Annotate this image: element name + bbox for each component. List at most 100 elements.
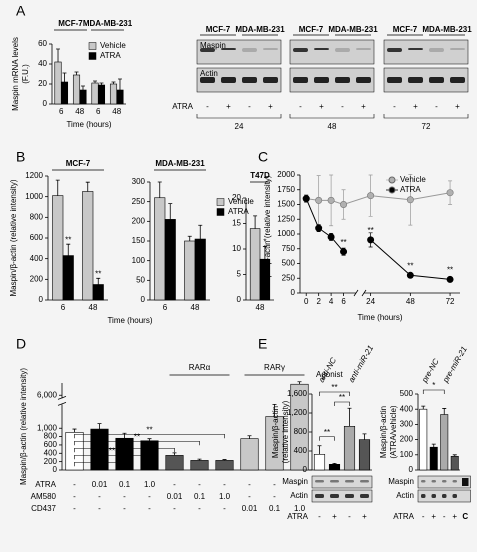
significance: ** bbox=[109, 446, 115, 455]
x-tick-label: 24 bbox=[366, 297, 375, 306]
blot-row-label: Maspin bbox=[282, 477, 308, 486]
time-bracket bbox=[196, 114, 282, 119]
y-tick-label: 150 bbox=[132, 236, 146, 245]
time-bracket bbox=[289, 114, 375, 119]
blot-band bbox=[200, 77, 215, 83]
panel-label: B bbox=[16, 149, 25, 165]
y-tick-label: 1000 bbox=[25, 192, 43, 201]
dose-label: - bbox=[73, 504, 76, 513]
significance: ** bbox=[447, 266, 453, 275]
blot-band bbox=[429, 48, 444, 52]
row-label: CD437 bbox=[31, 504, 56, 513]
x-tick-label: 6 bbox=[59, 107, 64, 116]
y-tick-label: 1250 bbox=[277, 214, 295, 223]
blot-band bbox=[421, 494, 426, 498]
y-tick-label: 0 bbox=[39, 295, 44, 304]
y-tick-label: 100 bbox=[132, 256, 146, 265]
blot-band bbox=[462, 478, 469, 486]
y-tick-label: 0 bbox=[303, 465, 308, 474]
y-tick-label: 10 bbox=[232, 244, 241, 253]
error-bar bbox=[117, 78, 122, 90]
blot-group: MCF-7 bbox=[299, 25, 324, 34]
legend-label: ATRA bbox=[100, 51, 121, 60]
error-bar bbox=[431, 443, 436, 448]
dose-label: - bbox=[273, 480, 276, 489]
point bbox=[446, 275, 454, 283]
y-tick-label: 60 bbox=[38, 39, 47, 48]
error-bar bbox=[74, 71, 79, 75]
point bbox=[367, 192, 375, 200]
blot-row-label: Maspin bbox=[388, 477, 414, 486]
significance: ** bbox=[146, 425, 152, 434]
bar bbox=[419, 408, 428, 471]
dose-label: - bbox=[148, 492, 151, 501]
treatment-label: ATRA bbox=[287, 512, 308, 521]
x-axis-label: Time (hours) bbox=[357, 313, 402, 322]
y-tick-label: 800 bbox=[294, 427, 308, 436]
y-axis-label: Maspin mRNA levels bbox=[11, 37, 20, 111]
bar bbox=[358, 439, 371, 471]
y-tick-label: 750 bbox=[282, 244, 296, 253]
blot-band bbox=[450, 77, 465, 83]
treatment-label: ATRA bbox=[393, 512, 414, 521]
error-bar bbox=[66, 243, 71, 256]
blot-band bbox=[387, 48, 402, 52]
time-label: 72 bbox=[422, 122, 431, 131]
y-tick-label: 20 bbox=[232, 193, 241, 202]
dose-label: - bbox=[298, 480, 301, 489]
error-bar bbox=[147, 438, 152, 441]
error-bar bbox=[85, 181, 90, 192]
y-tick-label: 200 bbox=[30, 274, 44, 283]
blot-strip bbox=[311, 489, 373, 503]
legend-swatch bbox=[216, 208, 225, 216]
y-axis-label: Maspin/β-actin bbox=[379, 406, 388, 458]
blot-band bbox=[442, 494, 447, 498]
blot-band bbox=[335, 48, 350, 52]
blot-band bbox=[335, 77, 350, 83]
time-bracket bbox=[383, 114, 469, 119]
blot-band bbox=[293, 77, 308, 83]
receptor-label: RARγ bbox=[264, 363, 285, 372]
dose-label: - bbox=[173, 480, 176, 489]
error-bar bbox=[332, 462, 337, 465]
bar bbox=[240, 438, 259, 471]
dose-label: 1.0 bbox=[294, 504, 306, 513]
blot-band bbox=[263, 48, 278, 50]
blot-row-label: Actin bbox=[290, 491, 308, 500]
y-tick-label: 250 bbox=[132, 197, 146, 206]
bar bbox=[184, 240, 196, 301]
panel-label: E bbox=[258, 336, 267, 352]
blot-band bbox=[452, 480, 457, 483]
sign-label: + bbox=[361, 102, 366, 111]
error-bar bbox=[222, 459, 227, 461]
bar bbox=[440, 414, 449, 471]
error-bar bbox=[197, 458, 202, 461]
x-tick-label: + bbox=[452, 512, 457, 521]
error-bar bbox=[272, 403, 277, 417]
sign-label: - bbox=[299, 102, 302, 111]
legend-marker bbox=[388, 176, 396, 184]
error-bar bbox=[97, 423, 102, 430]
bar bbox=[328, 463, 341, 471]
error-bar bbox=[247, 435, 252, 439]
dose-label: 0.1 bbox=[269, 504, 281, 513]
y-tick-label: 300 bbox=[400, 420, 414, 429]
dose-label: - bbox=[223, 480, 226, 489]
blot-band bbox=[221, 77, 236, 83]
error-bar bbox=[172, 452, 177, 456]
dose-label: - bbox=[248, 480, 251, 489]
dose-label: - bbox=[298, 492, 301, 501]
blot-band bbox=[242, 48, 257, 52]
bar bbox=[60, 81, 69, 105]
dose-label: 1.0 bbox=[219, 492, 231, 501]
axis-break bbox=[361, 289, 367, 297]
point bbox=[446, 189, 454, 197]
blot-band bbox=[242, 77, 257, 83]
bar bbox=[62, 255, 74, 301]
y-axis-label: (ATRA/vehicle) bbox=[389, 405, 398, 459]
x-axis-label: Time (hours) bbox=[66, 120, 111, 129]
agonist-label: Agonist bbox=[316, 370, 343, 379]
y-tick-label: 600 bbox=[30, 233, 44, 242]
bar bbox=[215, 460, 234, 471]
significance-bracket bbox=[319, 436, 335, 441]
